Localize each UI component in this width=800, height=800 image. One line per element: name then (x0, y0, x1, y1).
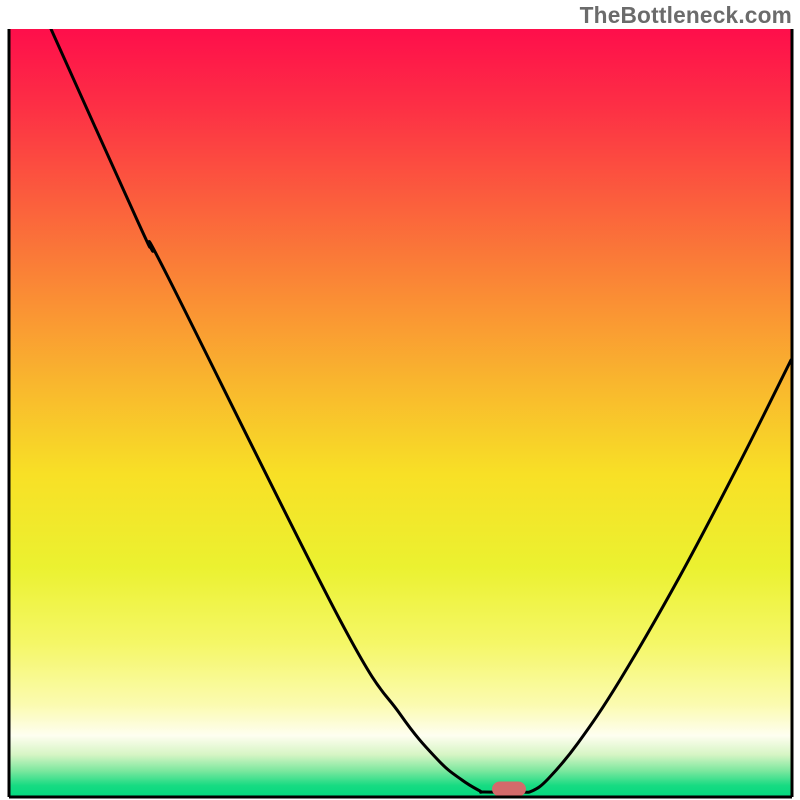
watermark-text: TheBottleneck.com (580, 2, 792, 29)
gradient-background (9, 29, 792, 797)
bottleneck-chart (0, 0, 800, 800)
optimal-marker (492, 782, 526, 797)
chart-stage: TheBottleneck.com (0, 0, 800, 800)
